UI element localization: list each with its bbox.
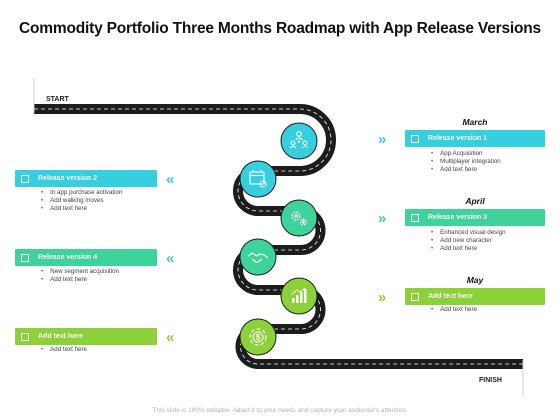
footer-note: This slide is 100% editable. Adapt it to… [152,407,408,414]
milestone-6: $ [239,318,277,361]
list-item: Add text here [41,276,119,284]
list-item: Multiplayer integration [431,158,501,166]
list-item: App Acquisition [431,150,501,158]
release-label: Release version 1 [428,135,488,142]
bullet-list-right-1: App Acquisition Multiplayer integration … [431,150,501,175]
gears-icon [280,199,318,237]
bullet-list-left-3: Add text here [41,346,87,354]
release-bar-right-3: Add text here [405,288,545,305]
checkbox-icon [21,174,29,183]
chevron-right-icon: » [378,289,387,306]
checkbox-icon [21,253,29,262]
milestone-2 [239,160,277,203]
release-bar-right-2: Release version 3 [405,209,545,226]
chevron-left-icon: « [166,171,175,188]
checkbox-icon [21,332,29,341]
list-item: Enhanced visual design [431,229,505,237]
list-item: Add walking moves [41,197,122,205]
release-label: Add text here [428,293,473,300]
bullet-list-right-2: Enhanced visual design Add new character… [431,229,506,254]
milestone-1 [280,122,318,165]
svg-text:$: $ [256,333,261,342]
milestone-5 [280,277,318,320]
release-bar-left-3: Add text here [15,328,157,345]
list-item: Add text here [431,245,506,253]
slide-title: Commodity Portfolio Three Months Roadmap… [19,20,541,37]
checkbox-icon [411,213,419,222]
milestone-4 [239,238,277,281]
chevron-left-icon: « [166,250,175,267]
release-bar-left-1: Release version 2 [15,170,157,187]
chevron-right-icon: » [378,210,387,227]
list-item: Add text here [431,166,501,174]
list-item: New segment acquisition [41,268,119,276]
list-item: Add new character [431,237,506,245]
start-label: START [46,96,69,103]
handshake-icon [239,238,277,276]
list-item: In app purchase activation [41,189,122,197]
month-label-may: May [466,275,484,285]
release-label: Release version 2 [38,175,98,182]
milestone-3 [280,199,318,242]
release-label: Add text here [38,333,83,340]
growth-chart-icon [280,277,318,315]
release-bar-right-1: Release version 1 [405,130,545,147]
checkbox-icon [411,134,419,143]
list-item: Add text here [41,205,122,213]
release-bar-left-2: Release version 4 [15,249,157,266]
release-label: Release version 4 [38,254,98,261]
bullet-list-right-3: Add text here [431,306,477,314]
bullet-list-left-1: In app purchase activation Add walking m… [41,189,122,214]
dollar-cycle-icon: $ [239,318,277,356]
month-label-april: April [465,196,485,206]
finish-label: FINISH [479,377,502,384]
list-item: Add text here [41,346,87,354]
list-item: Add text here [431,306,477,314]
month-label-march: March [462,117,488,127]
checkbox-icon [411,292,419,301]
release-label: Release version 3 [428,214,488,221]
calendar-settings-icon [239,160,277,198]
chevron-left-icon: « [166,329,175,346]
team-network-icon [280,122,318,160]
chevron-right-icon: » [378,131,387,148]
bullet-list-left-2: New segment acquisition Add text here [41,268,119,284]
